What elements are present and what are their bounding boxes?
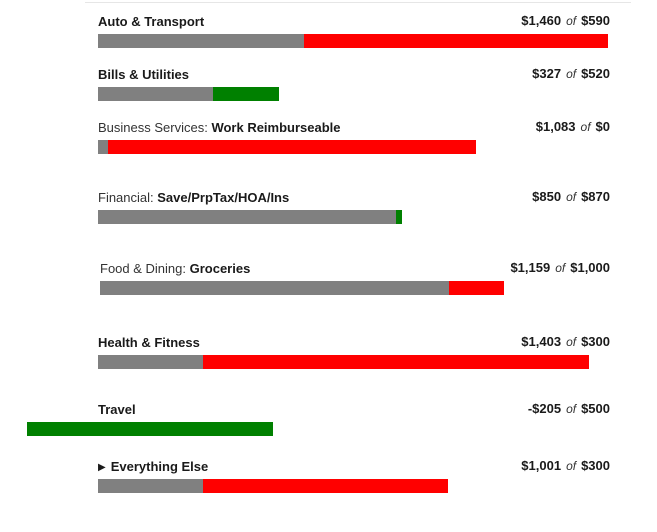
spent-base-segment (98, 34, 304, 48)
spent-amount: -$205 (527, 401, 562, 416)
spent-amount: $1,159 (510, 260, 551, 275)
budget-row-business-services[interactable]: Business Services: Work Reimburseable $1… (0, 118, 657, 162)
of-text: of (566, 67, 577, 81)
parent-category: Food & Dining: (100, 261, 190, 276)
budget-amount: -$205 of $500 (528, 401, 610, 417)
spent-amount: $1,460 (521, 13, 562, 28)
of-text: of (566, 335, 577, 349)
subcategory-name: Groceries (189, 261, 251, 276)
budget-amount: $1,460 of $590 (521, 13, 610, 29)
category-name: Bills & Utilities (98, 67, 190, 82)
overspend-segment (203, 479, 448, 493)
subcategory-name: Work Reimburseable (211, 120, 341, 135)
spent-base-segment (98, 355, 203, 369)
budget-label[interactable]: Financial: Save/PrpTax/HOA/Ins (98, 190, 289, 206)
budget-amount: $1,083 of $0 (536, 119, 610, 135)
spent-base-segment (98, 140, 108, 154)
remaining-segment (27, 422, 273, 436)
budget-amount: $1,159 of $1,000 (510, 260, 610, 276)
budget-amount-value: $500 (581, 401, 610, 416)
spent-base-segment (98, 210, 396, 224)
budget-amount: $1,403 of $300 (521, 334, 610, 350)
budget-row-travel[interactable]: Travel -$205 of $500 (0, 400, 657, 444)
triangle-right-icon[interactable]: ▶ (98, 462, 106, 473)
of-text: of (566, 459, 577, 473)
budget-amount: $1,001 of $300 (521, 458, 610, 474)
budget-progress-bar[interactable] (98, 479, 448, 493)
budget-amount-value: $0 (595, 119, 610, 134)
of-text: of (566, 190, 577, 204)
budget-label[interactable]: Food & Dining: Groceries (100, 261, 250, 277)
budget-progress-bar[interactable] (100, 281, 504, 295)
budget-amount-value: $590 (581, 13, 610, 28)
budget-amount-value: $300 (581, 458, 610, 473)
budget-row-everything-else[interactable]: ▶ Everything Else $1,001 of $300 (0, 457, 657, 501)
overspend-segment (203, 355, 589, 369)
category-name: Auto & Transport (98, 14, 205, 29)
overspend-segment (304, 34, 608, 48)
overspend-segment (108, 140, 476, 154)
top-divider (85, 2, 631, 3)
category-name: Everything Else (110, 459, 209, 474)
budget-row-auto-transport[interactable]: Auto & Transport $1,460 of $590 (0, 12, 657, 56)
subcategory-name: Save/PrpTax/HOA/Ins (157, 190, 290, 205)
budget-label[interactable]: Business Services: Work Reimburseable (98, 120, 341, 136)
budget-label[interactable]: Bills & Utilities (98, 67, 189, 83)
parent-category: Business Services: (98, 120, 212, 135)
of-text: of (555, 261, 566, 275)
of-text: of (566, 402, 577, 416)
budget-row-financial[interactable]: Financial: Save/PrpTax/HOA/Ins $850 of $87… (0, 188, 657, 232)
spent-amount: $1,403 (521, 334, 562, 349)
budget-row-health-fitness[interactable]: Health & Fitness $1,403 of $300 (0, 333, 657, 377)
of-text: of (566, 14, 577, 28)
of-text: of (580, 120, 591, 134)
spent-base-segment (98, 479, 203, 493)
spent-amount: $850 (532, 189, 562, 204)
budget-progress-bar[interactable] (98, 355, 589, 369)
category-name: Health & Fitness (98, 335, 200, 350)
overspend-segment (449, 281, 504, 295)
budget-label[interactable]: Travel (98, 402, 136, 418)
budget-label[interactable]: Auto & Transport (98, 14, 204, 30)
budget-amount: $327 of $520 (532, 66, 610, 82)
budget-amount-value: $870 (581, 189, 610, 204)
spent-base-segment (100, 281, 449, 295)
budget-amount-value: $1,000 (570, 260, 610, 275)
spent-amount: $327 (532, 66, 562, 81)
budget-row-bills-utilities[interactable]: Bills & Utilities $327 of $520 (0, 65, 657, 109)
budget-progress-bar[interactable] (98, 140, 476, 154)
budget-amount: $850 of $870 (532, 189, 610, 205)
budget-amount-value: $520 (581, 66, 610, 81)
remaining-segment (213, 87, 279, 101)
parent-category: Financial: (98, 190, 158, 205)
remaining-segment (396, 210, 402, 224)
budget-progress-bar[interactable] (27, 422, 273, 436)
budget-row-food-dining[interactable]: Food & Dining: Groceries $1,159 of $1,000 (0, 259, 657, 303)
budget-progress-bar[interactable] (98, 87, 279, 101)
spent-base-segment (98, 87, 213, 101)
budget-progress-bar[interactable] (98, 210, 402, 224)
category-name: Travel (98, 402, 136, 417)
budget-progress-bar[interactable] (98, 34, 608, 48)
budget-amount-value: $300 (581, 334, 610, 349)
budget-label[interactable]: Health & Fitness (98, 335, 200, 351)
budget-label[interactable]: ▶ Everything Else (98, 459, 208, 476)
spent-amount: $1,001 (521, 458, 562, 473)
spent-amount: $1,083 (535, 119, 576, 134)
